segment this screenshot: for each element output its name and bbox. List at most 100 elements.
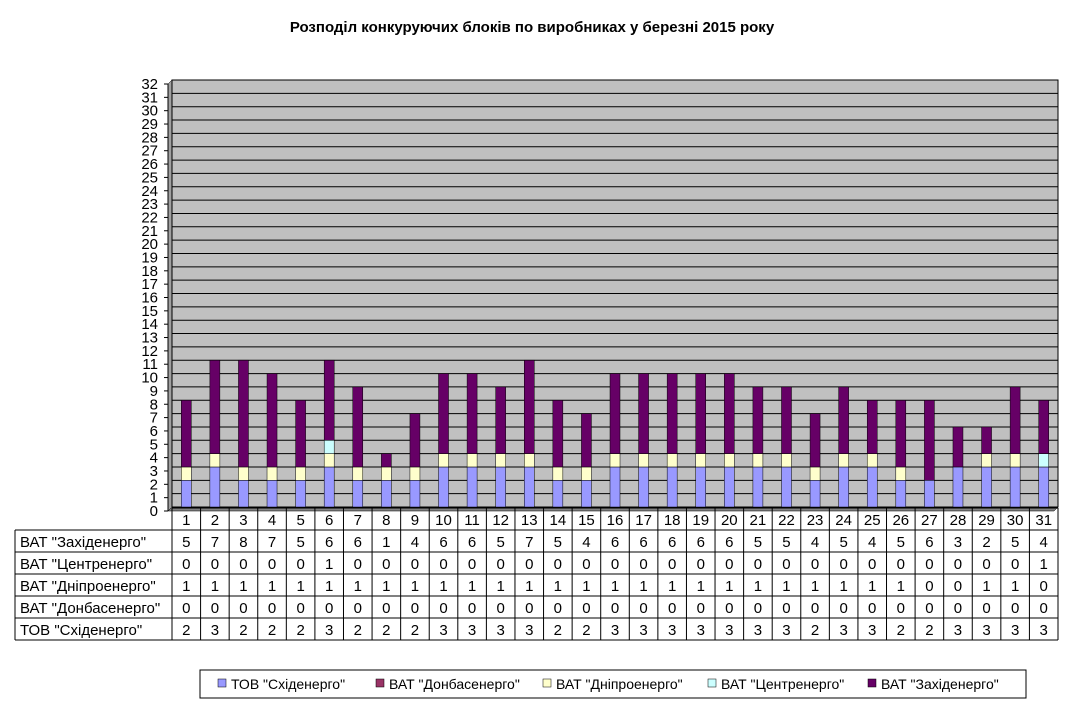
bar-segment [381,480,392,508]
table-value: 0 [211,556,219,573]
table-value: 3 [697,622,705,639]
table-value: 0 [268,556,276,573]
y-tick-label: 2 [150,476,158,493]
table-series-label: ВАТ "Донбасенерго" [20,600,160,617]
bar-segment [381,453,392,468]
x-category-label: 4 [268,512,276,529]
table-value: 1 [439,578,447,595]
table-value: 5 [754,534,762,551]
y-tick-label: 22 [141,209,158,226]
table-value: 0 [468,600,476,617]
bar-segment [323,440,335,454]
table-value: 1 [268,578,276,595]
table-value: 2 [182,622,190,639]
y-tick-label: 24 [141,183,158,200]
table-value: 3 [668,622,676,639]
table-value: 0 [382,600,390,617]
table-value: 0 [354,600,362,617]
bar-segment [838,386,849,454]
bar-segment [609,466,621,508]
bar-segment [409,413,421,468]
y-tick-label: 27 [141,143,158,160]
y-tick-label: 9 [150,383,158,400]
table-value: 1 [982,578,990,595]
table-value: 5 [554,534,562,551]
bar-segment [524,453,535,468]
table-value: 4 [811,534,819,551]
table-value: 5 [782,534,790,551]
x-category-label: 25 [864,512,881,529]
bar-segment [781,453,792,468]
table-value: 1 [839,578,847,595]
table-value: 2 [411,622,419,639]
bar-segment [352,386,364,468]
table-value: 5 [182,534,190,551]
table-value: 0 [1011,556,1019,573]
x-category-label: 11 [464,512,480,529]
y-tick-label: 18 [141,263,158,280]
x-category-label: 10 [435,512,452,529]
y-tick-label: 28 [141,129,158,146]
bar-segment [352,480,364,508]
table-value: 1 [296,578,304,595]
table-value: 0 [639,600,647,617]
table-value: 3 [954,534,962,551]
table-value: 3 [525,622,533,639]
table-value: 0 [839,600,847,617]
table-value: 3 [954,622,962,639]
chart-title: Розподіл конкуруючих блоків по виробника… [290,19,775,36]
table-value: 0 [697,600,705,617]
table-value: 3 [782,622,790,639]
table-series-label: ВАТ "Західенерго" [20,534,146,551]
legend-label: ВАТ "Західенерго" [881,676,999,692]
table-value: 3 [611,622,619,639]
x-category-label: 14 [549,512,566,529]
x-category-label: 23 [807,512,824,529]
bar-segment [266,466,278,481]
table-value: 8 [239,534,247,551]
table-value: 0 [925,578,933,595]
table-value: 0 [925,600,933,617]
table-value: 3 [1040,622,1048,639]
table-value: 6 [639,534,647,551]
x-category-label: 17 [635,512,652,529]
x-category-label: 22 [778,512,795,529]
table-value: 6 [325,534,333,551]
bar-segment [466,373,478,454]
table-value: 0 [897,600,905,617]
y-tick-label: 17 [141,276,158,293]
bar-segment [724,373,735,454]
legend-swatch [707,678,717,688]
table-value: 0 [782,600,790,617]
table-value: 0 [325,600,333,617]
table-value: 7 [268,534,276,551]
table-value: 5 [1011,534,1019,551]
bar-segment [866,453,878,468]
bar-segment [981,453,992,468]
legend-swatch [375,678,385,688]
table-value: 1 [182,578,190,595]
table-value: 2 [897,622,905,639]
table-value: 6 [468,534,476,551]
bar-segment [181,400,192,468]
y-tick-label: 4 [150,450,158,467]
table-value: 1 [325,556,333,573]
bar-segment [581,466,592,481]
table-value: 1 [639,578,647,595]
bar-segment [1009,386,1021,454]
bar-segment [295,480,306,508]
bar-segment [181,480,192,508]
y-tick-label: 12 [141,343,158,360]
table-value: 1 [725,578,733,595]
bar-segment [838,453,849,468]
bar-segment [866,400,878,454]
table-value: 0 [525,600,533,617]
legend-label: ВАТ "Донбасенерго" [389,676,520,692]
table-value: 0 [697,556,705,573]
table-value: 1 [497,578,505,595]
bar-segment [409,480,421,508]
table-value: 0 [211,600,219,617]
bar-segment [466,453,478,468]
table-value: 1 [1040,556,1048,573]
table-value: 0 [868,600,876,617]
